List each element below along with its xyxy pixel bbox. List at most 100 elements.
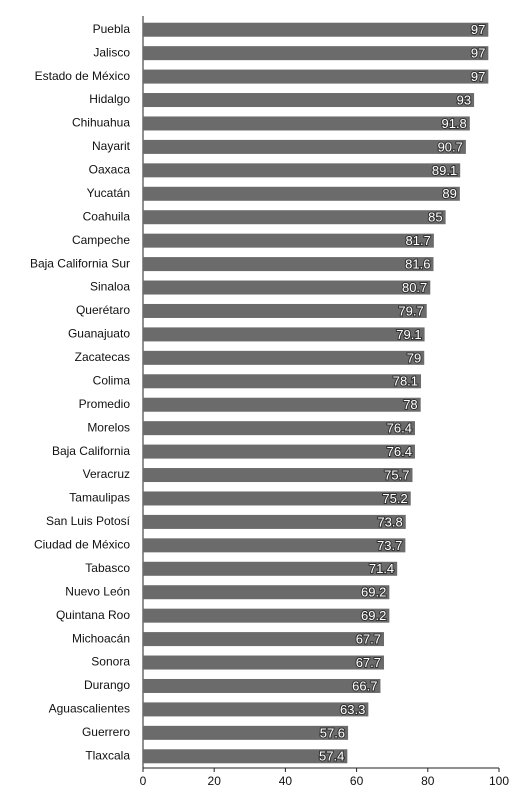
value-label: 85 — [428, 210, 442, 225]
y-tick-label: Baja California — [52, 444, 130, 458]
bar — [143, 374, 422, 389]
y-tick-label: Baja California Sur — [30, 256, 130, 270]
bar — [143, 561, 398, 576]
value-label: 57.4 — [319, 749, 344, 764]
value-label: 69.2 — [361, 585, 386, 600]
bar — [143, 69, 489, 84]
y-tick-label: Zacatecas — [75, 350, 130, 364]
value-label: 69.2 — [361, 608, 386, 623]
y-tick-label: Sonora — [91, 655, 130, 669]
bar — [143, 444, 415, 459]
y-tick-label: Sinaloa — [90, 280, 130, 294]
y-tick-label: Guanajuato — [68, 327, 130, 341]
bar — [143, 678, 381, 693]
bar — [143, 257, 434, 272]
value-label: 97 — [471, 22, 485, 37]
y-tick-label: Quintana Roo — [56, 608, 130, 622]
value-label: 79 — [407, 350, 421, 365]
y-tick-label: Chihuahua — [72, 116, 130, 130]
y-tick-label: Jalisco — [93, 45, 130, 59]
x-tick-label: 40 — [279, 774, 293, 788]
y-tick-label: Oaxaca — [89, 163, 131, 177]
bar — [143, 139, 466, 154]
bar — [143, 608, 390, 623]
bar — [143, 233, 434, 248]
y-tick-label: Coahuila — [83, 209, 131, 223]
bar — [143, 725, 349, 740]
value-label: 66.7 — [352, 678, 377, 693]
value-label: 80.7 — [402, 280, 427, 295]
bar — [143, 749, 348, 764]
y-tick-label: Promedio — [79, 397, 131, 411]
y-tick-label: Tlaxcala — [85, 748, 130, 762]
y-tick-label: Durango — [84, 678, 130, 692]
bar — [143, 303, 427, 318]
y-tick-label: Yucatán — [87, 186, 130, 200]
value-label: 89.1 — [432, 163, 457, 178]
value-label: 79.1 — [396, 327, 421, 342]
bar — [143, 280, 431, 295]
value-label: 76.4 — [387, 421, 412, 436]
bar — [143, 538, 406, 553]
y-tick-label: Tamaulipas — [69, 491, 130, 505]
value-label: 67.7 — [356, 632, 381, 647]
value-label: 78 — [403, 397, 417, 412]
bar — [143, 632, 385, 647]
y-tick-label: Veracruz — [83, 467, 130, 481]
y-tick-label: Puebla — [93, 22, 131, 36]
bar — [143, 468, 413, 483]
value-label: 76.4 — [387, 444, 412, 459]
bar — [143, 93, 475, 108]
value-label: 75.2 — [382, 491, 407, 506]
bar — [143, 397, 421, 412]
value-label: 97 — [471, 69, 485, 84]
y-tick-label: San Luis Potosí — [46, 514, 131, 528]
y-tick-label: Morelos — [87, 420, 130, 434]
bar — [143, 655, 385, 670]
x-tick-label: 20 — [208, 774, 222, 788]
y-tick-label: Michoacán — [72, 631, 130, 645]
bar — [143, 702, 369, 717]
y-tick-label: Nuevo León — [65, 584, 130, 598]
bar — [143, 327, 425, 342]
bar — [143, 210, 446, 225]
y-tick-label: Colima — [93, 373, 131, 387]
bar — [143, 421, 415, 436]
value-label: 71.4 — [369, 561, 394, 576]
y-tick-label: Ciudad de México — [34, 538, 130, 552]
value-label: 67.7 — [356, 655, 381, 670]
value-label: 90.7 — [438, 139, 463, 154]
y-tick-label: Campeche — [72, 233, 130, 247]
bar — [143, 46, 489, 61]
x-tick-label: 100 — [489, 774, 509, 788]
bar — [143, 22, 489, 37]
x-tick-label: 60 — [350, 774, 364, 788]
value-label: 75.7 — [384, 467, 409, 482]
value-label: 73.8 — [377, 514, 402, 529]
bar — [143, 585, 390, 600]
value-label: 91.8 — [441, 116, 466, 131]
bar — [143, 163, 461, 178]
value-label: 63.3 — [340, 702, 365, 717]
y-tick-label: Estado de México — [35, 69, 131, 83]
bar — [143, 491, 411, 506]
value-label: 73.7 — [377, 538, 402, 553]
value-label: 79.7 — [398, 303, 423, 318]
y-tick-label: Tabasco — [85, 561, 130, 575]
value-label: 81.6 — [405, 257, 430, 272]
x-tick-label: 0 — [140, 774, 147, 788]
bar — [143, 186, 460, 201]
y-tick-label: Hidalgo — [89, 92, 130, 106]
value-label: 97 — [471, 46, 485, 61]
y-tick-label: Aguascalientes — [49, 702, 130, 716]
x-tick-label: 80 — [421, 774, 435, 788]
value-label: 81.7 — [406, 233, 431, 248]
y-tick-label: Querétaro — [76, 303, 130, 317]
bar — [143, 350, 425, 365]
bar — [143, 116, 470, 131]
y-tick-label: Guerrero — [82, 725, 130, 739]
value-label: 57.6 — [320, 725, 345, 740]
value-label: 89 — [442, 186, 456, 201]
bar — [143, 514, 406, 529]
